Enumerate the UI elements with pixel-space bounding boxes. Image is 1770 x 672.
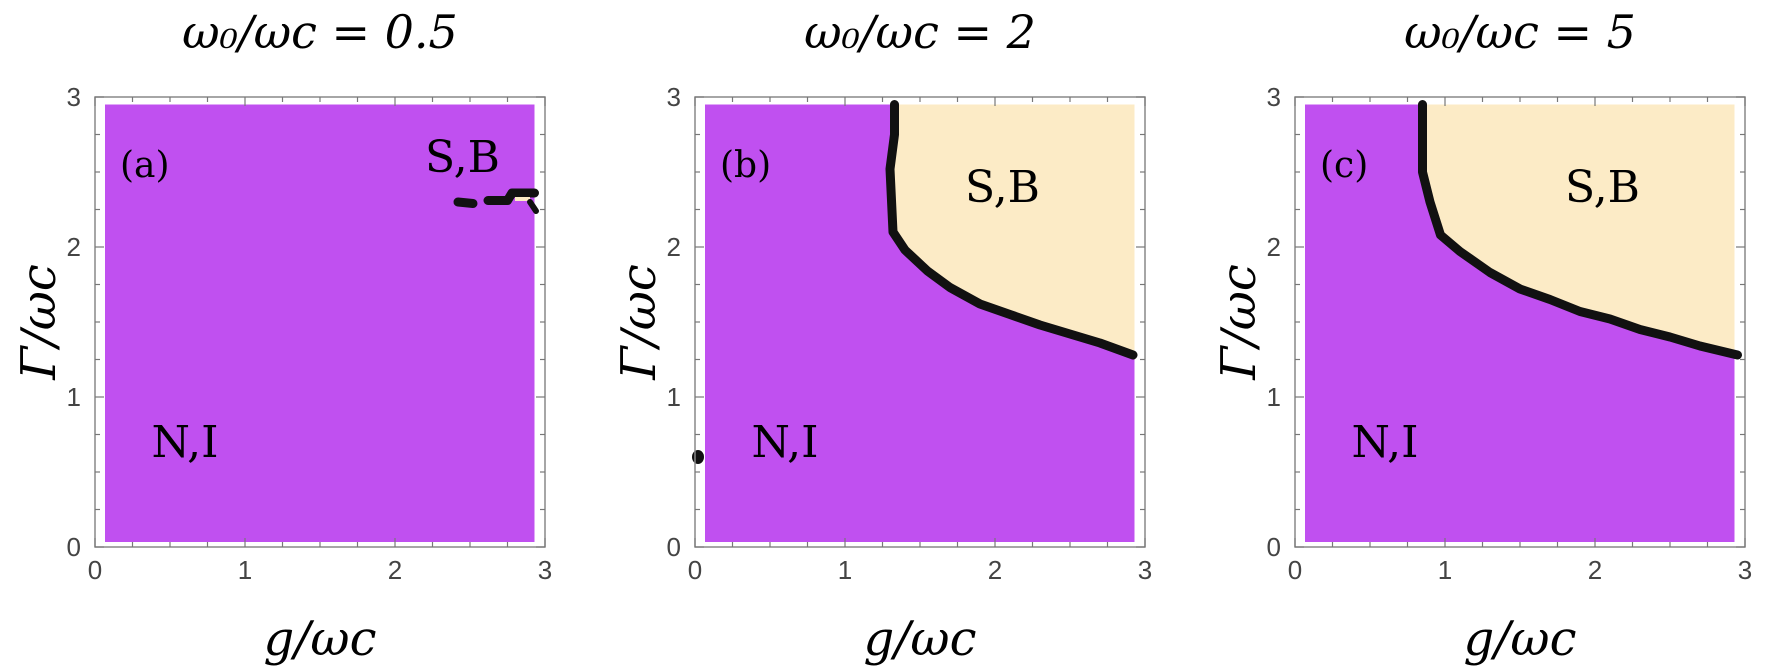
x-tick-label: 3 xyxy=(1138,555,1152,585)
x-axis-label: g/ωc xyxy=(1464,611,1577,667)
x-tick-label: 2 xyxy=(388,555,402,585)
phase-boundary-line xyxy=(1418,100,1742,360)
y-tick-label: 0 xyxy=(67,532,81,562)
panel-tag: (b) xyxy=(720,145,771,186)
panel-tag: (c) xyxy=(1320,145,1368,186)
x-axis-label: g/ωc xyxy=(864,611,977,667)
x-tick-label: 2 xyxy=(1588,555,1602,585)
y-tick-label: 1 xyxy=(667,382,681,412)
y-tick-label: 3 xyxy=(1267,82,1281,112)
y-tick-label: 1 xyxy=(67,382,81,412)
y-tick-label: 2 xyxy=(67,232,81,262)
x-tick-label: 1 xyxy=(238,555,252,585)
y-axis-label: Γ/ωc xyxy=(1211,264,1267,381)
x-tick-label: 2 xyxy=(988,555,1002,585)
y-tick-label: 0 xyxy=(667,532,681,562)
region-sb-fill xyxy=(1422,104,1738,355)
boundary-fragment xyxy=(453,197,478,208)
panel-title: ω₀/ωc = 0.5 xyxy=(182,5,458,59)
panel-title: ω₀/ωc = 2 xyxy=(804,5,1036,59)
panel-title: ω₀/ωc = 5 xyxy=(1404,5,1636,59)
y-axis-label: Γ/ωc xyxy=(611,264,667,381)
x-tick-label: 0 xyxy=(688,555,702,585)
region-sb-fill xyxy=(890,104,1135,355)
x-tick-label: 3 xyxy=(538,555,552,585)
boundary-fragment xyxy=(527,199,539,214)
y-axis-label: Γ/ωc xyxy=(11,264,67,381)
y-tick-label: 3 xyxy=(67,82,81,112)
y-tick-label: 2 xyxy=(1267,232,1281,262)
x-tick-label: 0 xyxy=(1288,555,1302,585)
y-tick-label: 0 xyxy=(1267,532,1281,562)
region-ni-fill xyxy=(105,104,535,542)
region-label-sb: S,B xyxy=(425,132,500,183)
y-tick-label: 2 xyxy=(667,232,681,262)
y-tick-label: 3 xyxy=(667,82,681,112)
x-tick-label: 1 xyxy=(838,555,852,585)
x-tick-label: 3 xyxy=(1738,555,1752,585)
region-label-sb: S,B xyxy=(1565,162,1640,213)
x-tick-label: 0 xyxy=(88,555,102,585)
region-label-sb: S,B xyxy=(965,162,1040,213)
panel-b: 0 1 2 3 0 1 2 3 ω₀/ωc = 2 g/ωc Γ/ωc (b) N,I S,B xyxy=(611,5,1152,667)
region-label-ni: N,I xyxy=(751,417,818,468)
phase-boundary-line xyxy=(885,100,1138,360)
panel-c: 0 1 2 3 0 1 2 3 ω₀/ωc = 5 g/ωc Γ/ωc (c) N,I S,B xyxy=(1211,5,1752,667)
boundary-fragment xyxy=(483,188,539,205)
panel-a: 0 1 2 3 0 1 2 3 ω₀/ωc = 0.5 g/ωc Γ/ωc (a) N,I S,B xyxy=(11,5,552,667)
panel-tag: (a) xyxy=(120,145,170,186)
y-tick-label: 1 xyxy=(1267,382,1281,412)
region-label-ni: N,I xyxy=(151,417,218,468)
boundary-island xyxy=(692,450,704,464)
region-label-ni: N,I xyxy=(1351,417,1418,468)
x-axis-label: g/ωc xyxy=(264,611,377,667)
x-tick-label: 1 xyxy=(1438,555,1452,585)
